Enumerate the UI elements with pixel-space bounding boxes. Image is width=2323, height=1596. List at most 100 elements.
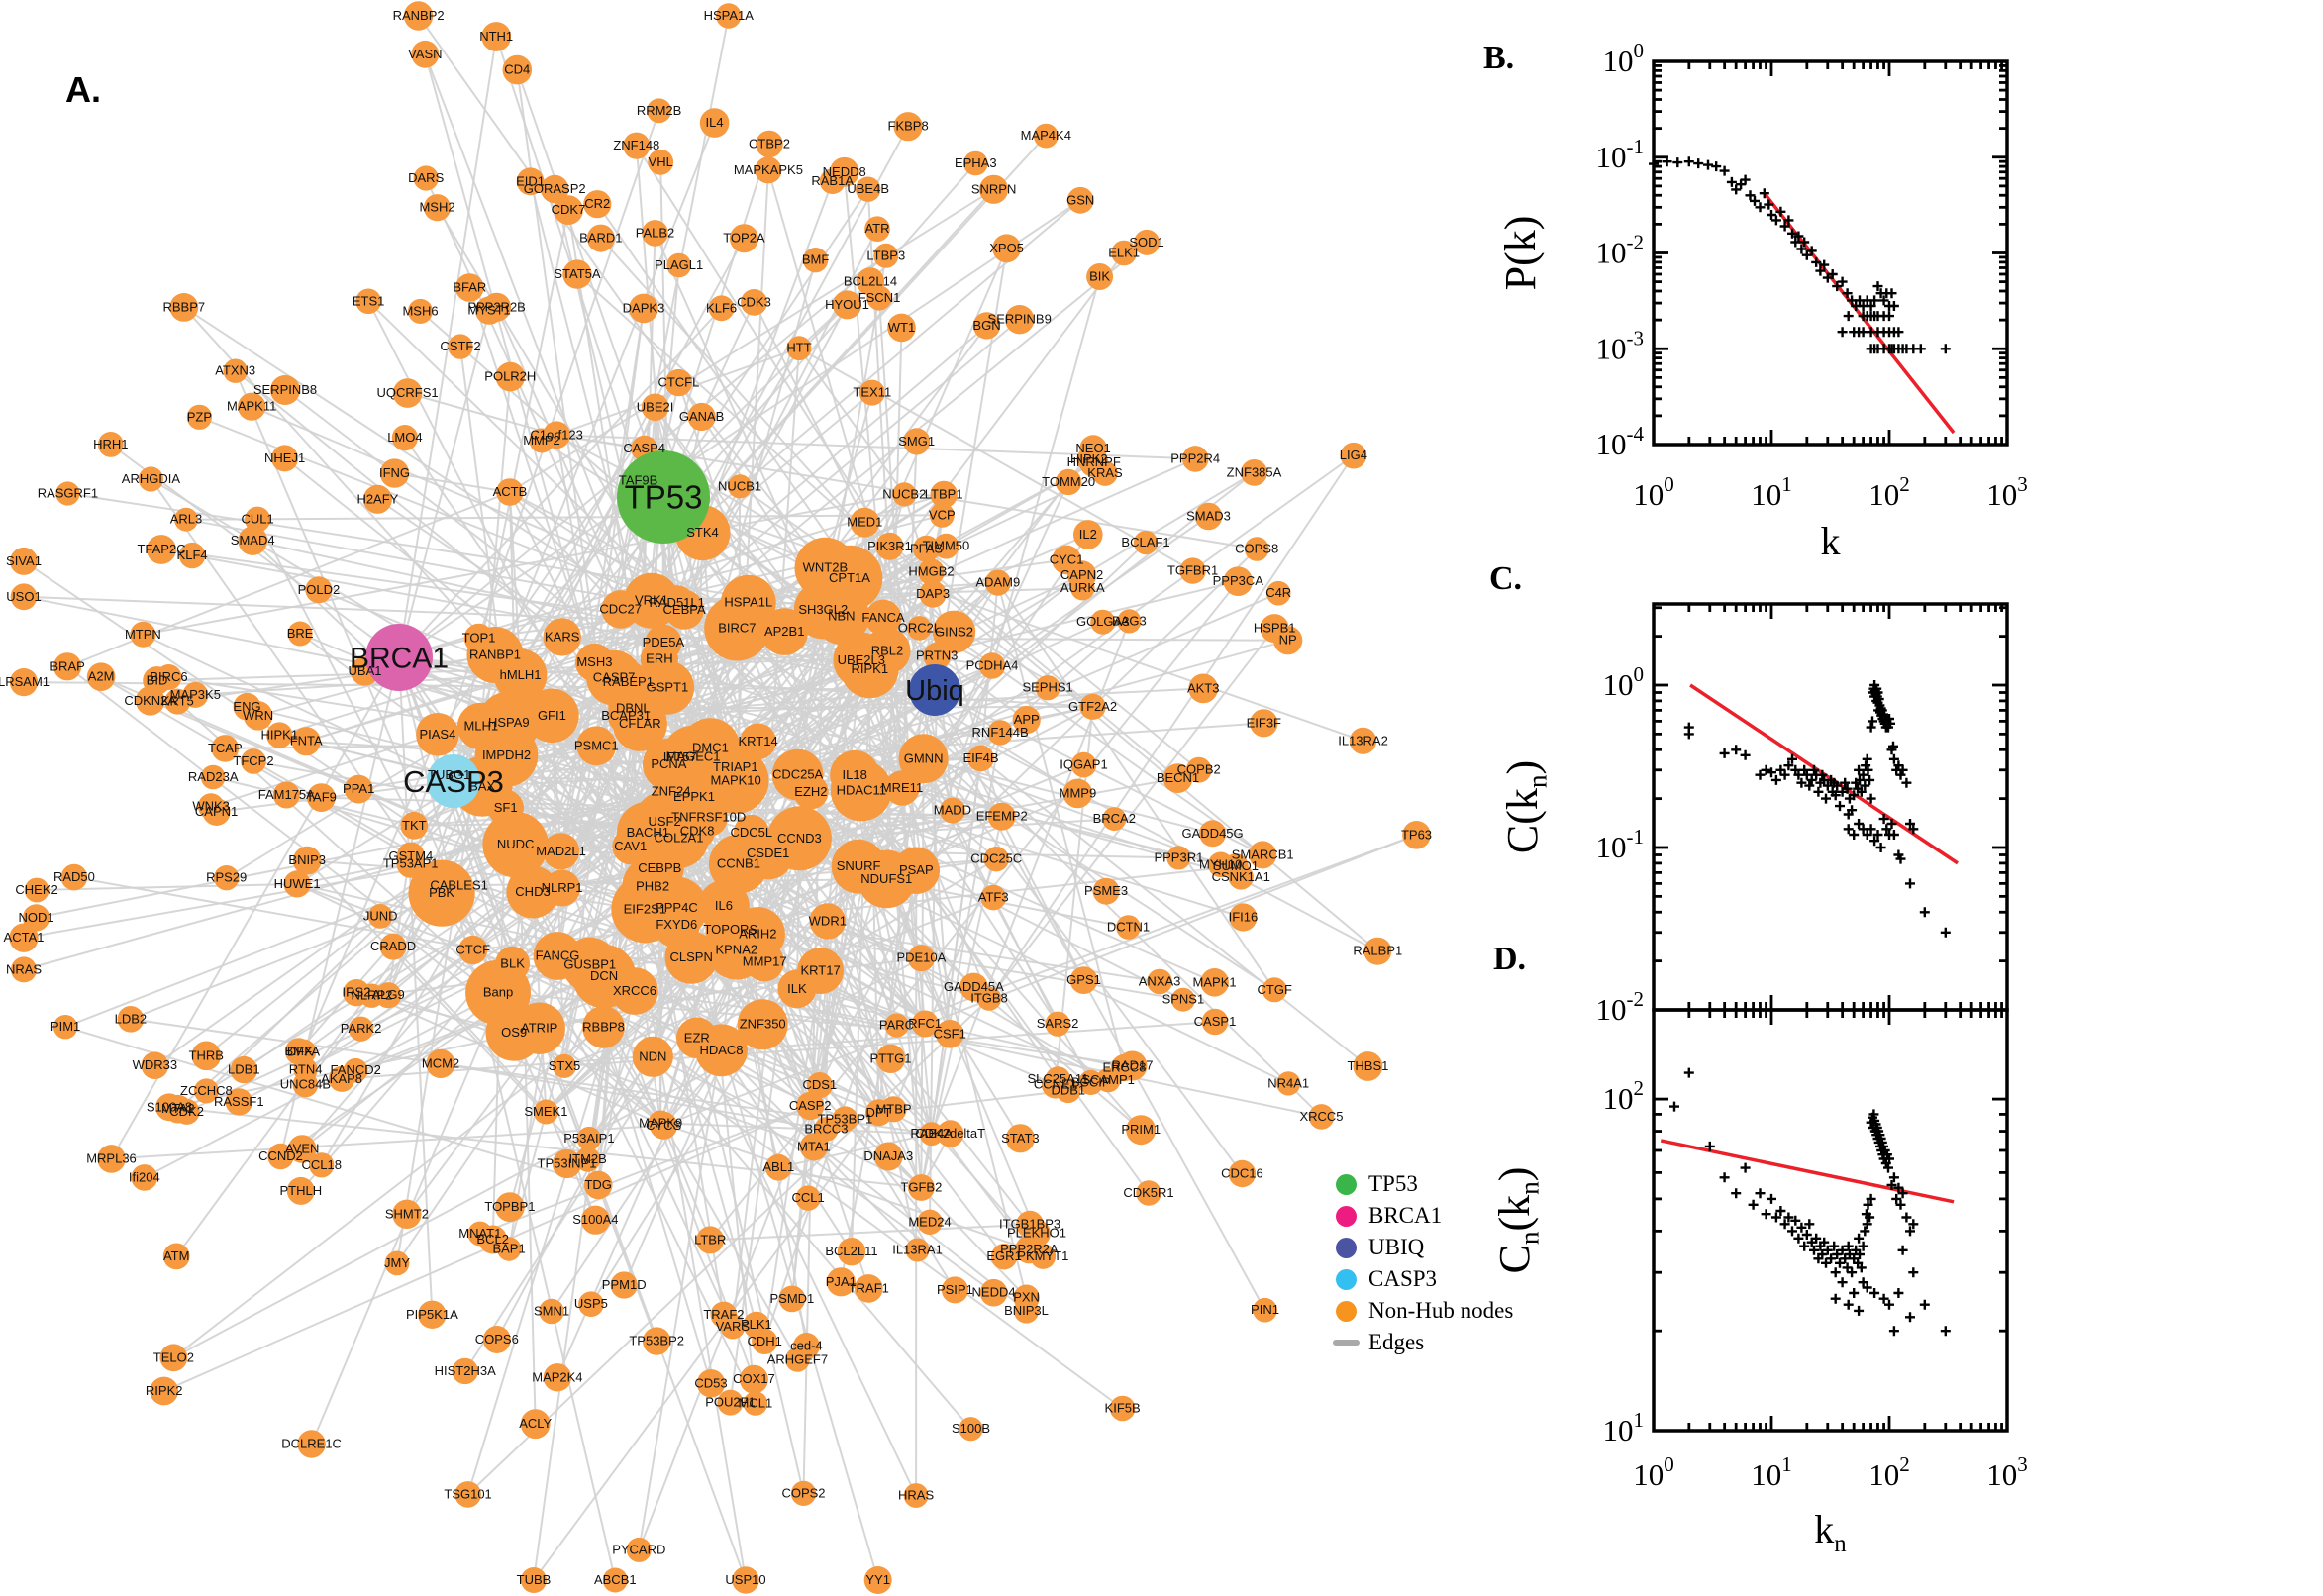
gene-node [739, 1364, 768, 1394]
gene-node [455, 273, 484, 302]
gene-label: RALBP1 [1353, 944, 1402, 958]
tick-label: 102 [1868, 472, 1910, 512]
gene-label: ZCCHC8 [180, 1083, 233, 1098]
gene-label: NTH1 [479, 29, 513, 44]
gene-label: BNIP3L [1004, 1303, 1049, 1318]
gene-node [60, 863, 88, 891]
gene-label: ORC2L [898, 620, 941, 635]
labels-layer: TCAP SMG1 H2AFY ZCCHC8 CDS1 hMLH1 MRPL36 BAP1 RR… [0, 8, 1432, 1587]
gene-label: PARK2 [341, 1021, 382, 1036]
legend-label: UBIQ [1368, 1235, 1425, 1259]
gene-label: SMARCB1 [1232, 847, 1294, 861]
gene-node [1170, 987, 1195, 1012]
gene-label: BAX [469, 778, 495, 793]
gene-label: TOPBP1 [484, 1199, 535, 1214]
gene-node [1260, 614, 1289, 644]
gene-label: COPS6 [475, 1332, 519, 1347]
gene-label: XPO5 [989, 241, 1024, 255]
gene-label: RAD17 [1112, 1058, 1154, 1073]
gene-label: BCL2L14 [844, 273, 897, 288]
gene-label: IL4 [706, 115, 724, 130]
gene-node [1004, 305, 1035, 335]
gene-label: BCL2 [476, 1232, 509, 1247]
gene-label: TAF9 [306, 790, 337, 805]
gene-node [932, 610, 976, 653]
gene-node [287, 1135, 317, 1163]
gene-node [391, 425, 418, 451]
gene-label: UNC84B [280, 1077, 331, 1092]
legend-label: TP53 [1368, 1171, 1418, 1196]
gene-label: TFAP2C [137, 542, 185, 556]
gene-node [802, 248, 829, 273]
gene-label: CDK2 [169, 1104, 204, 1119]
legend-item-edges: Edges [1331, 1327, 1513, 1358]
gene-label: KRT17 [800, 963, 840, 978]
gene-node [704, 595, 770, 661]
gene-label: GFI1 [538, 708, 566, 723]
gene-label: IFI16 [1229, 910, 1259, 925]
gene-node [1117, 609, 1142, 634]
gene-node [863, 1566, 892, 1594]
gene-node [626, 1537, 652, 1562]
gene-label: NBN [828, 609, 855, 624]
gene-label: EZH2 [794, 784, 827, 799]
gene-node [884, 770, 920, 806]
gene-label: CD4 [504, 62, 530, 77]
gene-node [1030, 1244, 1057, 1269]
gene-label: PPA1 [343, 781, 374, 796]
gene-label: CYC1 [1050, 551, 1084, 566]
gene-node [1070, 751, 1097, 778]
gene-node [1147, 968, 1172, 995]
gene-label: USF2 [648, 814, 680, 829]
gene-node [1079, 435, 1107, 462]
legend-item-non-hub-nodes: Non-Hub nodes [1331, 1295, 1513, 1327]
gene-node [155, 664, 182, 690]
gene-node [732, 1566, 759, 1594]
gene-label: PALB2 [636, 225, 675, 240]
gene-node [266, 722, 293, 748]
gene-label: BECN1 [1157, 770, 1199, 785]
gene-node [1090, 609, 1116, 635]
gene-node [571, 944, 637, 1009]
gene-node [1265, 580, 1291, 606]
gene-node [960, 972, 988, 1002]
gene-node [214, 865, 240, 891]
gene-node [933, 533, 960, 559]
gene-label: ZNF385A [1227, 464, 1282, 479]
gene-label: RANBP2 [393, 8, 445, 23]
gene-label: TSG101 [444, 1486, 491, 1501]
gene-label: NP [1279, 633, 1297, 648]
gene-node [193, 1078, 219, 1104]
gene-label: CDC25A [772, 767, 824, 782]
gene-label: RIPK2 [146, 1383, 183, 1398]
gene-label: CCL18 [301, 1157, 341, 1172]
gene-label: S100A4 [572, 1212, 618, 1227]
gene-node [917, 1209, 943, 1236]
gene-node [1045, 1011, 1070, 1037]
gene-label: HSPA1A [704, 8, 755, 23]
gene-node [756, 130, 783, 158]
gene-label: LTBP3 [866, 248, 905, 262]
gene-label: S100B [952, 1421, 990, 1436]
panel-c-label: C. [1489, 560, 1523, 597]
gene-node [117, 1006, 145, 1033]
gene-label: GMNN [904, 750, 944, 765]
gene-label: HUWE1 [274, 876, 321, 891]
gene-label: PSMC1 [574, 738, 619, 752]
gene-label: SNURF [837, 858, 881, 873]
gene-node [283, 870, 311, 898]
gene-node [778, 1285, 806, 1313]
gene-node [9, 668, 39, 697]
gene-node [270, 375, 300, 405]
gene-node [856, 176, 881, 202]
gene-label: DARS [408, 170, 444, 185]
gene-node [291, 727, 321, 756]
gene-label: PIK3R1 [867, 539, 912, 553]
gene-label: ATXN3 [215, 363, 255, 378]
gene-node [1162, 763, 1193, 793]
gene-node [416, 713, 459, 756]
gene-node [392, 378, 423, 408]
gene-label: CDK8 [680, 824, 715, 839]
gene-node [903, 1483, 929, 1508]
gene-label: NOD1 [18, 910, 53, 925]
